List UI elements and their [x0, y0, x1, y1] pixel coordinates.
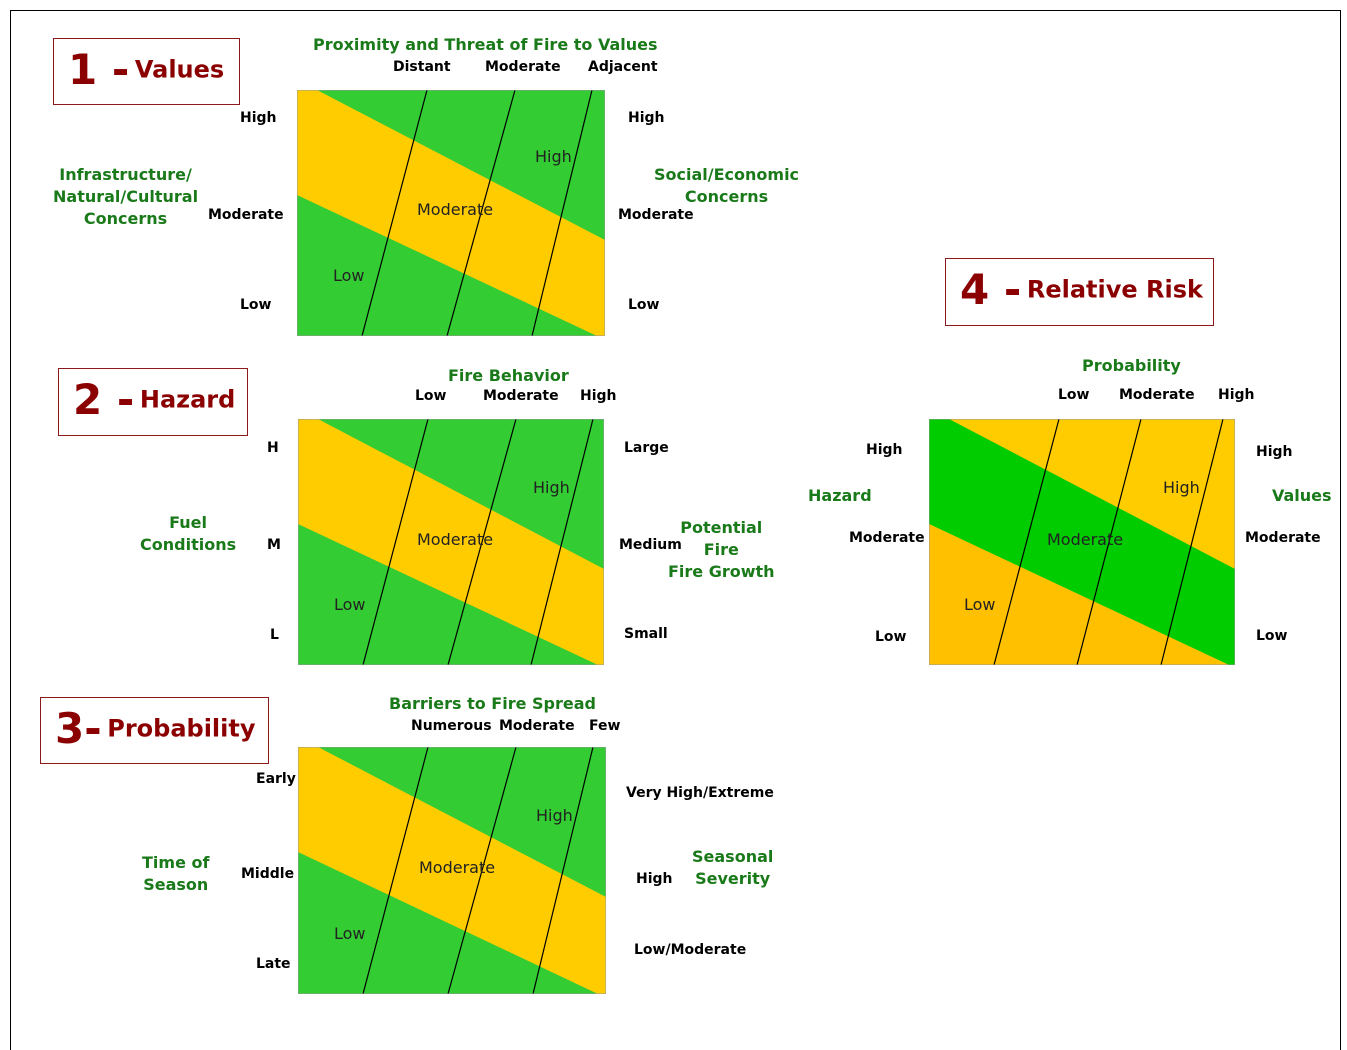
panel3-zone-high: High [536, 806, 573, 825]
page-frame [10, 10, 1341, 1050]
panel4-left-tick-1: Moderate [849, 530, 925, 546]
panel2-zone-moderate: Moderate [417, 530, 494, 549]
panel4-right-tick-2: Low [1256, 628, 1288, 644]
panel3-matrix [298, 747, 606, 994]
panel2-zone-low: Low [334, 595, 366, 614]
panel3-top-title: Barriers to Fire Spread [389, 694, 596, 713]
panel1-matrix [297, 90, 605, 336]
panel1-right-tick-1: Moderate [618, 207, 694, 223]
panel2-number: 2 - [73, 375, 135, 424]
panel4-top-title: Probability [1082, 356, 1181, 375]
panel3-zone-moderate: Moderate [419, 858, 496, 877]
panel4-right-title: Values [1272, 486, 1332, 505]
panel1-right-title: Social/Economic Concerns [654, 165, 800, 206]
panel2-title: Hazard [139, 385, 236, 414]
panel2-left-tick-1: M [267, 537, 281, 553]
panel1-number: 1 - [68, 45, 130, 94]
panel1-top-tick-2: Adjacent [588, 59, 658, 75]
panel3-right-title: Seasonal Severity [692, 847, 774, 888]
panel4-matrix [929, 419, 1235, 665]
panel1-right-tick-2: Low [628, 297, 660, 313]
panel1-left-tick-2: Low [240, 297, 272, 313]
panel4-title-box: 4 - Relative Risk [945, 258, 1214, 326]
panel2-left-tick-0: H [267, 440, 279, 456]
panel4-right-tick-0: High [1256, 444, 1293, 460]
panel1-left-tick-1: Moderate [208, 207, 284, 223]
panel1-top-tick-1: Moderate [485, 59, 561, 75]
panel4-title: Relative Risk [1026, 275, 1203, 304]
panel4-zone-low: Low [964, 595, 996, 614]
panel4-right-tick-1: Moderate [1245, 530, 1321, 546]
panel1-title-box: 1 - Values [53, 38, 240, 105]
panel4-top-tick-1: Moderate [1119, 387, 1195, 403]
panel3-right-tick-2: Low/Moderate [634, 942, 747, 958]
panel4-zone-high: High [1163, 478, 1200, 497]
panel2-top-title: Fire Behavior [448, 366, 569, 385]
panel2-zone-high: High [533, 478, 570, 497]
panel4-zone-moderate: Moderate [1047, 530, 1124, 549]
panel4-top-tick-2: High [1218, 387, 1255, 403]
panel4-left-tick-2: Low [875, 629, 907, 645]
panel2-top-tick-1: Moderate [483, 388, 559, 404]
panel3-right-tick-1: High [636, 871, 673, 887]
panel2-left-tick-2: L [270, 627, 279, 643]
panel4-top-tick-0: Low [1058, 387, 1090, 403]
panel3-left-tick-2: Late [256, 956, 291, 972]
panel3-top-tick-0: Numerous [411, 718, 492, 734]
panel3-left-tick-1: Middle [241, 866, 295, 882]
panel1-left-tick-0: High [240, 110, 277, 126]
panel3-title-box: 3- Probability [40, 697, 269, 764]
panel3-top-tick-2: Few [589, 718, 621, 734]
panel1-top-title: Proximity and Threat of Fire to Values [313, 35, 658, 54]
panel2-right-tick-2: Small [624, 626, 668, 642]
panel4-left-tick-0: High [866, 442, 903, 458]
panel3-left-title: Time of Season [142, 853, 210, 894]
panel3-number: 3- [55, 704, 102, 753]
panel4-left-title: Hazard [808, 486, 872, 505]
panel2-top-tick-0: Low [415, 388, 447, 404]
panel2-top-tick-2: High [580, 388, 617, 404]
panel2-right-tick-0: Large [624, 440, 669, 456]
panel1-title: Values [134, 55, 225, 84]
panel1-top-tick-0: Distant [393, 59, 451, 75]
panel2-matrix [298, 419, 604, 665]
panel2-right-tick-1: Medium [619, 537, 682, 553]
panel1-zone-high: High [535, 147, 572, 166]
panel2-right-title: Potential Fire Fire Growth [668, 518, 775, 581]
panel2-title-box: 2 - Hazard [58, 368, 248, 436]
panel2-left-title: Fuel Conditions [140, 513, 237, 554]
panel3-right-tick-0: Very High/Extreme [626, 785, 774, 801]
panel3-title: Probability [107, 714, 256, 743]
panel3-top-tick-1: Moderate [499, 718, 575, 734]
panel3-left-tick-0: Early [256, 771, 296, 787]
panel3-zone-low: Low [334, 924, 366, 943]
panel1-left-title: Infrastructure/ Natural/Cultural Concern… [53, 165, 199, 228]
panel1-zone-low: Low [333, 266, 365, 285]
panel1-right-tick-0: High [628, 110, 665, 126]
panel4-number: 4 - [960, 265, 1022, 314]
panel1-zone-moderate: Moderate [417, 200, 494, 219]
